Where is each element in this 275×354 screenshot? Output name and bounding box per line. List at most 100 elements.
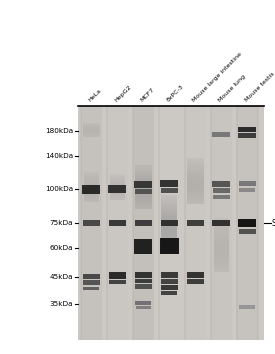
Bar: [135, 301, 151, 305]
Bar: [161, 244, 177, 246]
Bar: [214, 267, 229, 268]
Bar: [135, 193, 152, 194]
Bar: [160, 239, 178, 254]
Bar: [161, 222, 177, 224]
Bar: [84, 174, 99, 175]
Bar: [83, 126, 100, 127]
Bar: [214, 268, 229, 270]
Bar: [134, 181, 152, 188]
Bar: [84, 181, 99, 182]
Bar: [110, 198, 125, 199]
Bar: [135, 188, 152, 190]
Bar: [161, 199, 177, 201]
Bar: [239, 306, 255, 309]
Bar: [83, 132, 100, 133]
Bar: [135, 279, 152, 283]
Bar: [135, 172, 152, 173]
Bar: [214, 238, 229, 240]
Bar: [110, 199, 125, 200]
Bar: [161, 234, 177, 236]
Bar: [83, 287, 99, 290]
Bar: [83, 134, 100, 135]
Bar: [110, 189, 125, 190]
Bar: [161, 195, 177, 197]
Bar: [187, 193, 204, 195]
Bar: [161, 216, 177, 218]
Bar: [161, 291, 177, 296]
Bar: [187, 159, 204, 161]
Bar: [83, 127, 100, 128]
Bar: [110, 184, 125, 185]
Bar: [187, 183, 204, 184]
Bar: [110, 180, 125, 181]
Bar: [161, 220, 177, 222]
Bar: [135, 182, 152, 184]
Bar: [81, 106, 101, 340]
Bar: [214, 251, 229, 252]
Bar: [84, 200, 99, 201]
Bar: [110, 196, 125, 197]
Bar: [84, 182, 99, 183]
Bar: [84, 196, 99, 197]
Text: HeLa: HeLa: [88, 88, 103, 103]
Bar: [214, 236, 229, 238]
Bar: [161, 224, 177, 226]
Bar: [161, 236, 177, 238]
Bar: [84, 198, 99, 199]
Bar: [212, 220, 230, 226]
Bar: [110, 190, 125, 191]
Bar: [187, 161, 204, 162]
Bar: [110, 193, 125, 194]
Text: 140kDa: 140kDa: [45, 153, 73, 159]
Bar: [161, 212, 177, 215]
Bar: [84, 183, 99, 184]
Bar: [214, 265, 229, 267]
Bar: [212, 132, 230, 137]
Bar: [214, 222, 229, 224]
Bar: [108, 185, 126, 193]
Bar: [187, 172, 204, 173]
Bar: [110, 192, 125, 193]
Bar: [161, 211, 177, 212]
Bar: [135, 285, 152, 289]
Bar: [161, 242, 177, 244]
Bar: [187, 178, 204, 179]
Bar: [84, 178, 99, 179]
Bar: [110, 181, 125, 182]
Bar: [83, 125, 100, 126]
Bar: [214, 270, 229, 272]
Bar: [214, 242, 229, 244]
Bar: [214, 258, 229, 259]
Bar: [187, 203, 204, 204]
Bar: [110, 174, 125, 175]
Bar: [83, 135, 100, 136]
Bar: [84, 188, 99, 189]
Bar: [84, 187, 99, 188]
Bar: [83, 130, 100, 131]
Text: SLC6A14: SLC6A14: [272, 218, 275, 228]
Bar: [135, 201, 152, 203]
Text: 35kDa: 35kDa: [50, 301, 73, 307]
Text: 180kDa: 180kDa: [45, 128, 73, 134]
Bar: [135, 203, 152, 205]
Text: 75kDa: 75kDa: [50, 220, 73, 226]
Text: 8xPC-3: 8xPC-3: [166, 84, 185, 103]
Bar: [212, 181, 230, 187]
Bar: [187, 200, 204, 201]
Bar: [135, 165, 152, 166]
Bar: [110, 191, 125, 192]
Text: 100kDa: 100kDa: [45, 186, 73, 192]
Bar: [83, 136, 100, 137]
Bar: [135, 179, 152, 181]
Bar: [214, 229, 229, 231]
Bar: [214, 245, 229, 247]
Bar: [187, 169, 204, 170]
Bar: [84, 184, 99, 185]
Bar: [213, 195, 230, 199]
Bar: [161, 246, 177, 247]
Bar: [238, 133, 256, 137]
Bar: [214, 220, 229, 222]
Bar: [133, 106, 153, 340]
Bar: [84, 193, 99, 194]
Bar: [135, 185, 152, 187]
